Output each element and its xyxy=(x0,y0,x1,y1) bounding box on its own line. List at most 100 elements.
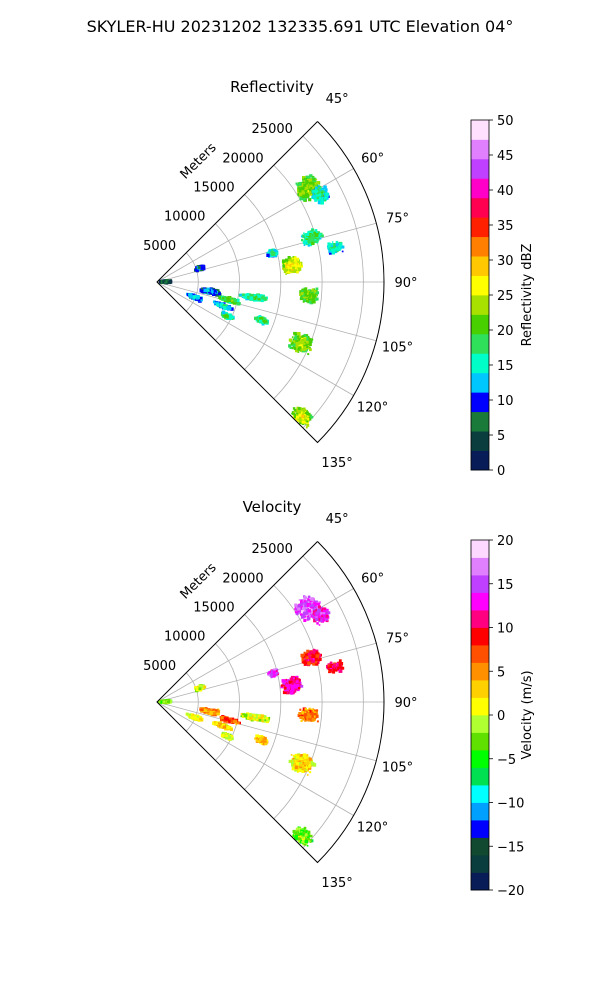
colorbar-swatch xyxy=(471,158,489,179)
echo-gate xyxy=(297,193,300,196)
echo-gate xyxy=(303,232,305,235)
echo-gate xyxy=(297,347,301,351)
echo-gate xyxy=(324,189,327,193)
echo-gate xyxy=(203,288,207,293)
echo-gate xyxy=(250,296,253,299)
echo-gate xyxy=(337,242,340,245)
angle-tick-label: 120° xyxy=(357,401,388,416)
echo-gate xyxy=(308,293,312,297)
echo-gate xyxy=(301,335,304,338)
echo-gate xyxy=(285,273,287,275)
echo-gate xyxy=(316,196,320,200)
echo-cell xyxy=(238,293,268,303)
colorbar-tick-label: 40 xyxy=(497,184,514,199)
echo-gate xyxy=(271,252,274,255)
echo-cell xyxy=(186,292,203,303)
echo-gate xyxy=(311,240,315,244)
echo-gate xyxy=(257,295,261,298)
echo-gate xyxy=(316,240,319,243)
echo-gate xyxy=(305,235,309,239)
echo-gate xyxy=(303,180,306,182)
echo-gate xyxy=(296,612,299,616)
echo-gate xyxy=(309,189,312,192)
echo-gate xyxy=(306,340,309,344)
echo-gate xyxy=(225,314,229,318)
echo-gate xyxy=(314,198,318,202)
echo-gate xyxy=(313,195,315,198)
echo-gate xyxy=(236,298,240,302)
echo-gate xyxy=(296,413,298,416)
echo-gate xyxy=(271,252,276,256)
echo-gate xyxy=(241,296,244,298)
echo-gate xyxy=(296,408,299,411)
echo-gate xyxy=(307,335,310,338)
echo-gate xyxy=(299,187,303,191)
echo-gate xyxy=(217,292,221,296)
echo-gate xyxy=(303,342,308,347)
echo-gate xyxy=(304,337,309,342)
colorbar-swatch xyxy=(471,392,489,413)
colorbar-tick-label: 20 xyxy=(497,324,514,339)
echo-cell xyxy=(220,310,235,320)
echo-gate xyxy=(315,233,319,237)
echo-gate xyxy=(253,296,257,300)
echo-gate xyxy=(306,290,309,293)
echo-gate xyxy=(315,287,319,291)
angle-tick-label: 90° xyxy=(394,276,417,291)
echo-gate xyxy=(314,231,318,235)
echo-gate xyxy=(304,299,308,302)
colorbar-tick-label: 25 xyxy=(497,289,514,304)
velocity-title: Velocity xyxy=(243,498,302,516)
echo-gate xyxy=(333,247,338,251)
azimuth-gridline xyxy=(156,701,354,816)
echo-gate xyxy=(309,341,312,344)
echo-gate xyxy=(296,336,299,339)
colorbar-tick-label: 0 xyxy=(497,464,505,479)
echo-gate xyxy=(295,339,299,343)
echo-gate xyxy=(311,241,315,246)
echo-gate xyxy=(266,253,270,257)
echo-gate xyxy=(304,418,308,422)
echo-gate xyxy=(200,267,204,270)
echo-gate xyxy=(318,233,322,237)
echo-gate xyxy=(299,421,302,425)
echo-gate xyxy=(293,263,297,267)
echo-gate xyxy=(302,186,306,190)
echo-gate xyxy=(270,250,274,254)
echo-gate xyxy=(194,269,196,271)
echo-gate xyxy=(300,414,305,418)
colorbar-swatch xyxy=(471,236,489,257)
echo-gate xyxy=(309,300,314,305)
echo-gate xyxy=(298,416,302,420)
echo-gate xyxy=(294,608,296,610)
echo-gate xyxy=(309,237,313,241)
echo-gate xyxy=(308,346,311,350)
echo-gate xyxy=(305,291,308,294)
echo-gate xyxy=(258,298,260,300)
echo-gate xyxy=(306,423,310,427)
colorbar-swatch xyxy=(471,120,489,140)
echo-gate xyxy=(283,267,286,271)
echo-gate xyxy=(307,244,310,247)
echo-gate xyxy=(287,266,291,269)
echo-gate xyxy=(321,190,324,194)
colorbar-swatch xyxy=(471,275,489,296)
echo-gate xyxy=(293,409,297,413)
echo-gate xyxy=(288,338,292,342)
echo-gate xyxy=(229,315,233,320)
echo-gate xyxy=(287,271,289,273)
echo-gate xyxy=(281,259,286,263)
echo-gate xyxy=(257,317,260,320)
echo-gate xyxy=(301,189,303,191)
echo-gate xyxy=(325,192,329,196)
echo-gate xyxy=(248,293,252,297)
echo-gate xyxy=(320,201,324,205)
echo-gate xyxy=(296,268,299,270)
echo-gate xyxy=(302,410,307,415)
echo-gate xyxy=(324,199,326,202)
echo-field xyxy=(158,595,345,847)
echo-gate xyxy=(261,320,263,322)
echo-gate xyxy=(317,192,320,195)
echo-gate xyxy=(292,343,296,347)
